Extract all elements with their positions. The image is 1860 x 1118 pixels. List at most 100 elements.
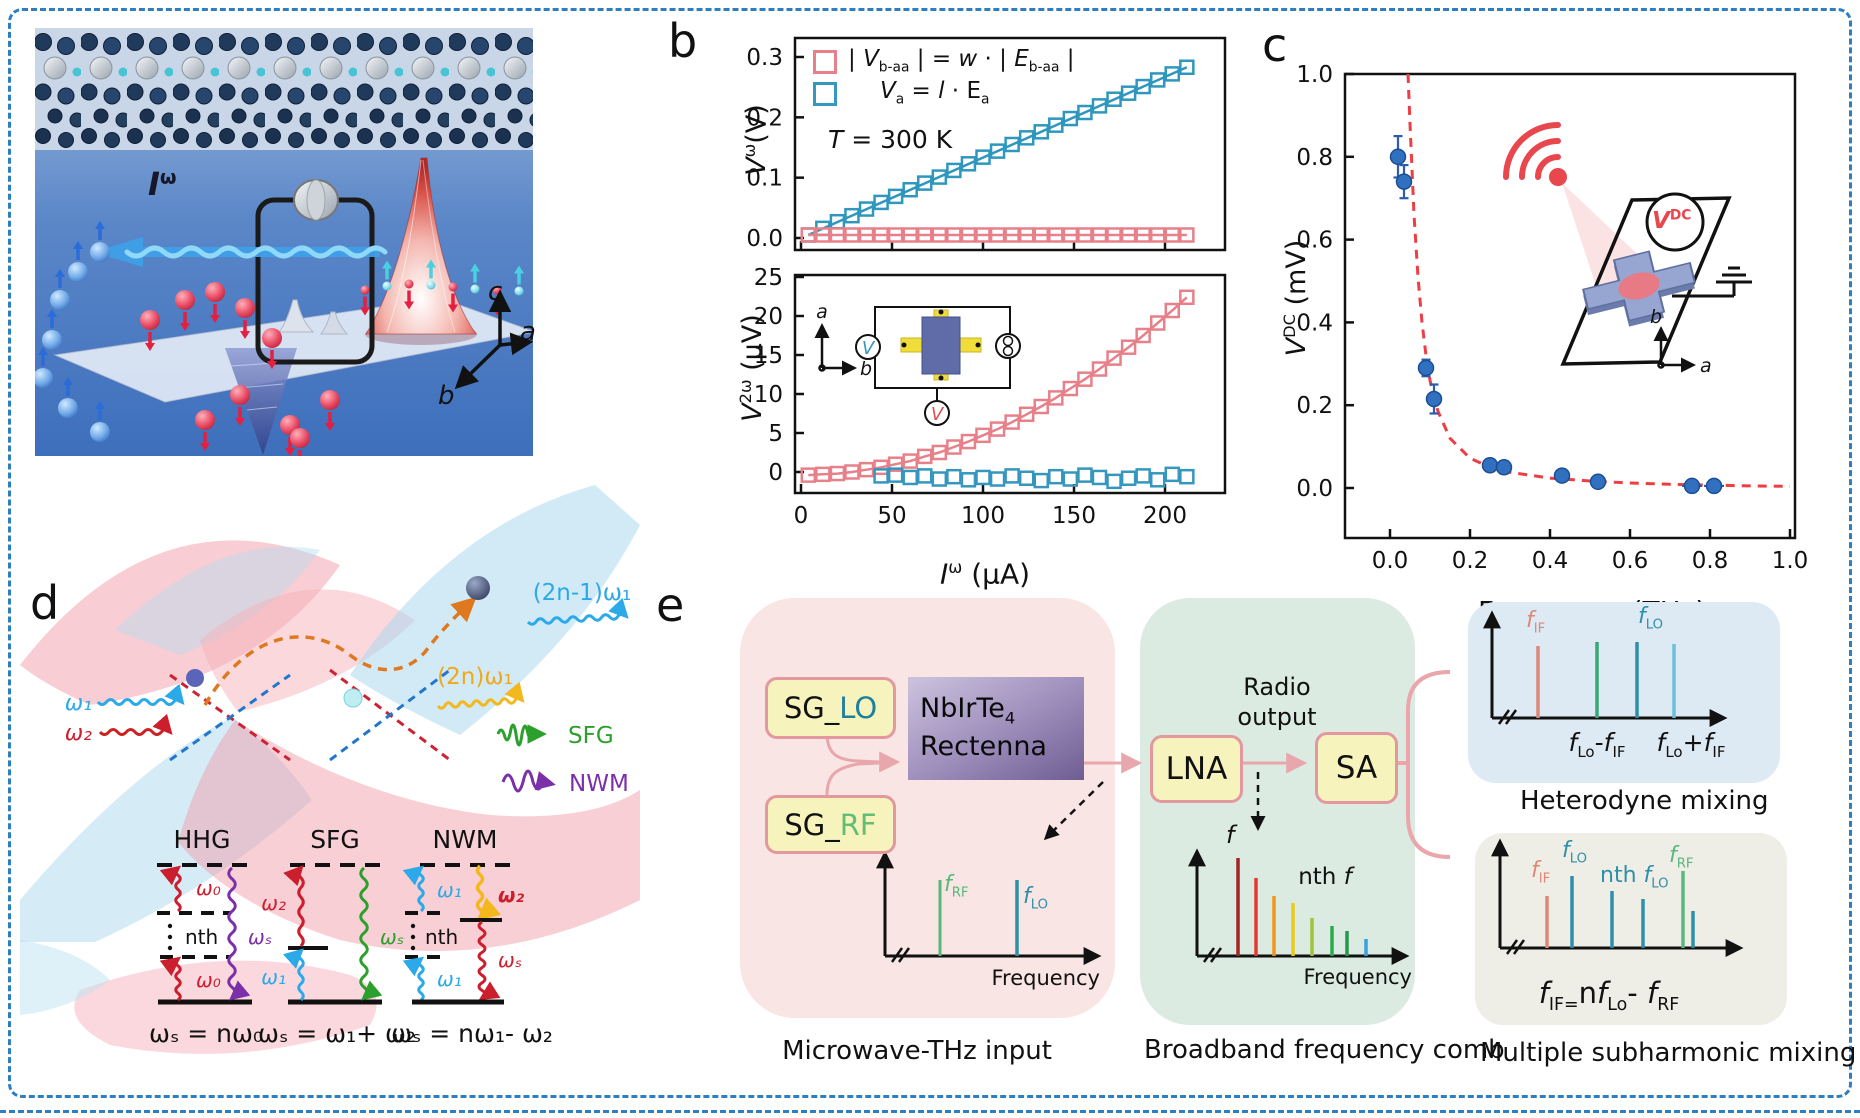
nwm-w1-lower: ω₁: [437, 967, 462, 991]
inset-axis-a-label: a: [1700, 355, 1712, 377]
svg-text:1.0: 1.0: [1296, 62, 1333, 88]
temperature-label: T = 300 K: [828, 125, 953, 154]
band-crossing-guides: [169, 668, 451, 762]
sfg-label: SFG: [568, 723, 614, 749]
inset-axis-a-label: a: [816, 301, 828, 323]
heterodyne-caption: Heterodyne mixing: [1520, 786, 1769, 816]
flo-label: fLO: [1023, 884, 1049, 913]
heterodyne-box: [1468, 602, 1780, 783]
figure-bottom-dashed-line: [0, 1110, 1860, 1113]
svg-text:0.4: 0.4: [1532, 548, 1569, 574]
nwm-wavelet: [501, 769, 556, 793]
panel-c-chart: 0.0 0.2 0.4 0.6 0.8 1.0 0.0 0.2 0.4 0.6 0.8 1.0: [1296, 62, 1808, 574]
panel-label-d: d: [30, 576, 60, 630]
cross-device: [1582, 250, 1696, 322]
voltmeter-longitudinal: [924, 400, 950, 426]
odd-harmonic-label: (2n-1)ω₁: [533, 580, 632, 606]
voltmeter-longitudinal-label: V: [931, 404, 945, 425]
comb-caption: Broadband frequency comb: [1144, 1035, 1505, 1065]
band-sheets: [20, 485, 640, 1054]
lna-box: LNA: [1150, 735, 1243, 803]
crystal-axes: [454, 289, 533, 390]
voltmeter-disc-edge: [306, 179, 326, 221]
rectenna-box: NbIrTe4 Rectenna: [908, 677, 1084, 780]
axis-a-arrow: [499, 332, 533, 356]
inset-axes: [1653, 326, 1696, 373]
electron-sphere-left: [186, 669, 204, 687]
axis-c-label: c: [488, 277, 503, 307]
svg-text:5: 5: [768, 421, 783, 447]
voltmeter-transverse-label: V: [862, 338, 876, 359]
panel-label-b: b: [668, 14, 698, 68]
het-flo-label: fLO: [1638, 604, 1664, 633]
measurement-loop: [255, 179, 375, 365]
nwm-diagram: NWM ω₁ ω₂ nth ω₁ ωₛ ωₛ = nω₁- ω₂: [391, 825, 553, 1048]
hhg-w0-lower: ω₀: [196, 968, 221, 992]
sub-nth-label: nth fLO: [1600, 863, 1669, 892]
even-harmonic-label: (2n)ω₁: [437, 664, 513, 690]
svg-text:25: 25: [754, 265, 783, 291]
berry-curvature-cone: [365, 157, 477, 345]
sg-lo-box: SG_ LO: [765, 677, 896, 739]
subharmonic-box: [1475, 833, 1787, 1025]
sfg-w2: ω₂: [261, 891, 286, 915]
svg-text:0.2: 0.2: [746, 105, 783, 131]
electron-sphere-mid: [343, 688, 363, 708]
het-fif-label: fIF: [1526, 608, 1546, 637]
radiation-icon: [1503, 122, 1561, 180]
hhg-title: HHG: [174, 825, 231, 854]
sfg-diagram: SFG ω₁ ω₂ ωₛ ωₛ = ω₁+ ω₂: [258, 825, 416, 1048]
svg-text:0.1: 0.1: [746, 166, 783, 192]
hhg-formula: ωₛ = nω₀: [149, 1019, 263, 1048]
panel-label-c: c: [1262, 18, 1288, 72]
sa-output-bracket: [1392, 670, 1451, 859]
xlabel-iomega: Iω (μA): [940, 557, 1031, 591]
even-harmonic-wave: [436, 681, 525, 710]
sub-frf-label: fRF: [1669, 843, 1694, 872]
axis-a-label: a: [520, 317, 536, 347]
subharmonic-formula: fIF=nfLo- fRF: [1538, 976, 1680, 1015]
svg-text:15: 15: [754, 343, 783, 369]
panel-a-current-label: Iω: [148, 165, 177, 203]
svg-text:0.8: 0.8: [1692, 548, 1729, 574]
sfg-wavelet: [496, 723, 547, 747]
sub-flo-label: fLO: [1562, 838, 1588, 867]
carrier-excitation-path: [203, 596, 477, 706]
heterodyne-spectrum: [1483, 610, 1728, 727]
het-sum-label: fLo+fIF: [1656, 728, 1726, 761]
omega2-input-label: ω₂: [65, 721, 92, 746]
het-diff-label: fLo-fIF: [1568, 728, 1626, 761]
hall-device-inset: V V a b: [814, 301, 1021, 426]
comb-stage-box: [1140, 598, 1415, 1025]
ylabel-vomega: Vω(V): [740, 104, 772, 176]
svg-text:0: 0: [794, 503, 809, 529]
rectenna-line1: NbIrTe4: [920, 693, 1016, 728]
subharmonic-spectrum: [1491, 838, 1744, 957]
vdc-meter-label: VDC: [1652, 207, 1692, 234]
hhg-nth: nth: [185, 925, 218, 949]
inset-axis-b-label: b: [1650, 306, 1662, 328]
sa-box: SA: [1315, 732, 1398, 804]
comb-f-label: f: [1226, 821, 1235, 849]
radiation-source-dot: [1549, 168, 1567, 186]
chart-vdc-vs-frequency: 0.0 0.2 0.4 0.6 0.8 1.0 0.0 0.2 0.4 0.6 0.8 1.0: [1296, 62, 1808, 574]
figure-dashed-border: [8, 8, 1852, 1098]
hhg-diagram: HHG ω₀ nth ω₀ ωₛ ωₛ = nω₀: [149, 825, 272, 1048]
svg-text:0.2: 0.2: [1296, 393, 1333, 419]
panel-d-band-structure: ω₁ ω₂ (2n-1)ω₁ (2n)ω₁ SFG NWM HHG ω₀ nth…: [20, 485, 640, 1054]
sfg-formula: ωₛ = ω₁+ ω₂: [258, 1019, 416, 1048]
device-crystal-body: [921, 316, 961, 375]
svg-text:50: 50: [877, 503, 906, 529]
panel-b-charts: 0.0 0.1 0.2 0.3 0 50 100 150 200 0 5 10 15 20 25 V V …: [746, 36, 1227, 529]
comb-nth-label: nth f: [1298, 864, 1352, 890]
svg-text:10: 10: [754, 382, 783, 408]
svg-text:100: 100: [961, 503, 1005, 529]
input-frequency-axis-label: Frequency: [991, 966, 1101, 990]
input-caption: Microwave-THz input: [782, 1036, 1052, 1066]
output-current-arrow: [93, 237, 388, 267]
svg-text:0.3: 0.3: [746, 45, 783, 71]
ylabel-v2omega: V2ω (μV): [736, 314, 768, 422]
svg-text:200: 200: [1143, 503, 1187, 529]
frf-label: fRF: [944, 872, 969, 901]
svg-text:1.0: 1.0: [1772, 548, 1809, 574]
